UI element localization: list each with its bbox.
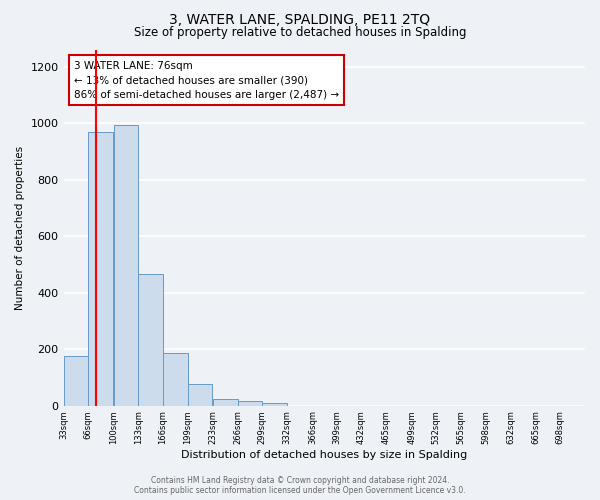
Bar xyxy=(138,274,163,406)
Y-axis label: Number of detached properties: Number of detached properties xyxy=(15,146,25,310)
Text: 3, WATER LANE, SPALDING, PE11 2TQ: 3, WATER LANE, SPALDING, PE11 2TQ xyxy=(169,12,431,26)
Bar xyxy=(238,402,262,406)
Bar xyxy=(113,125,138,406)
Bar xyxy=(163,354,188,406)
Text: 3 WATER LANE: 76sqm
← 13% of detached houses are smaller (390)
86% of semi-detac: 3 WATER LANE: 76sqm ← 13% of detached ho… xyxy=(74,60,339,100)
Bar xyxy=(262,403,287,406)
Bar xyxy=(88,132,113,406)
Bar xyxy=(188,384,212,406)
Text: Contains HM Land Registry data © Crown copyright and database right 2024.
Contai: Contains HM Land Registry data © Crown c… xyxy=(134,476,466,495)
Bar xyxy=(64,356,88,406)
Bar xyxy=(213,398,238,406)
X-axis label: Distribution of detached houses by size in Spalding: Distribution of detached houses by size … xyxy=(181,450,467,460)
Text: Size of property relative to detached houses in Spalding: Size of property relative to detached ho… xyxy=(134,26,466,39)
